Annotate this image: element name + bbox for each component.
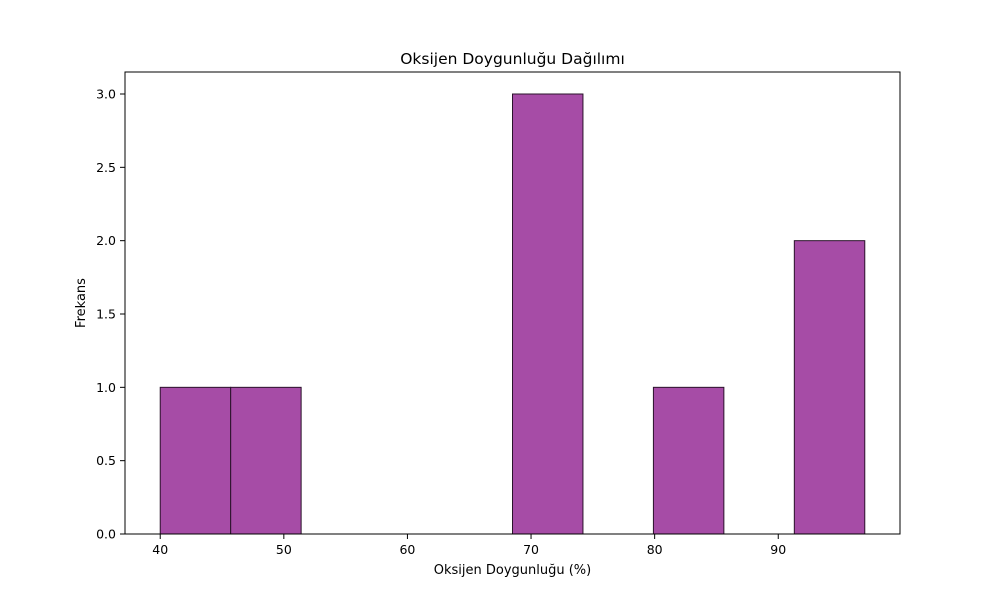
histogram-bar-9 [793,240,866,535]
y-tick-label: 2.0 [96,233,116,248]
x-tick-label: 50 [276,542,292,557]
plot-frame [124,71,901,535]
y-tick-label: 2.5 [96,160,116,175]
histogram-bar-1 [230,386,302,535]
y-tick-label: 0.0 [96,527,116,542]
x-axis-ticks: 40 50 60 70 80 90 [152,534,786,557]
x-axis-label: Oksijen Doygunluğu (%) [434,563,592,578]
y-axis-ticks: 0.0 0.5 1.0 1.5 2.0 2.5 3.0 [96,87,125,542]
x-tick-label: 70 [523,542,539,557]
x-tick-label: 60 [399,542,415,557]
y-tick-label: 0.5 [96,453,116,468]
histogram-bar-0 [159,386,232,535]
bars-layer [159,93,866,535]
y-axis-label: Frekans [74,278,89,328]
histogram-bar-7 [652,386,725,535]
x-tick-label: 40 [152,542,168,557]
y-tick-label: 1.0 [96,380,116,395]
histogram-bar-5 [512,93,584,535]
x-tick-label: 80 [647,542,663,557]
chart-title: Oksijen Doygunluğu Dağılımı [400,50,625,68]
x-tick-label: 90 [770,542,786,557]
y-tick-label: 1.5 [96,307,116,322]
y-tick-label: 3.0 [96,87,116,102]
